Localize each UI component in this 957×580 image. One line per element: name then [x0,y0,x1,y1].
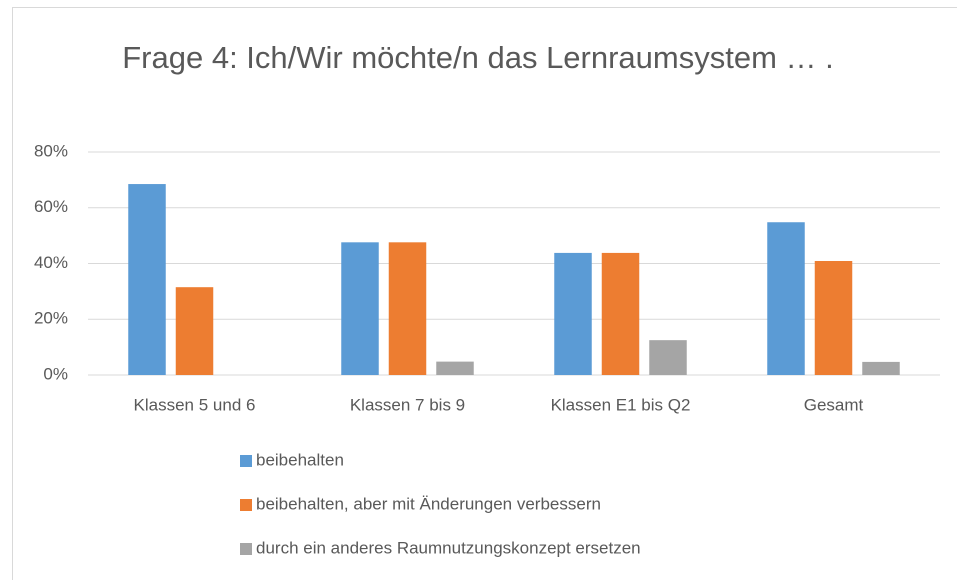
y-tick-label: 0% [43,364,68,383]
legend-label: durch ein anderes Raumnutzungskonzept er… [256,538,641,557]
legend-swatch [240,455,252,467]
bar [554,252,592,375]
legend-label: beibehalten, aber mit Änderungen verbess… [256,494,601,513]
bar [128,184,166,375]
legend-swatch [240,543,252,555]
y-tick-label: 60% [34,197,68,216]
bar [175,287,214,375]
y-tick-label: 40% [34,253,68,272]
x-tick-label: Klassen 5 und 6 [134,395,256,414]
chart-border [12,7,957,580]
bar [767,222,805,375]
bar [601,252,640,375]
x-tick-label: Klassen E1 bis Q2 [551,395,691,414]
bar [388,242,427,375]
legend-swatch [240,499,252,511]
bar [649,340,687,375]
x-tick-label: Gesamt [804,395,864,414]
bar [436,361,474,375]
x-tick-label: Klassen 7 bis 9 [350,395,465,414]
legend-label: beibehalten [256,450,344,469]
bar [862,361,900,375]
y-tick-label: 80% [34,141,68,160]
bar [814,260,853,375]
chart-title: Frage 4: Ich/Wir möchte/n das Lernraumsy… [122,40,834,75]
bar [341,242,379,375]
y-tick-label: 20% [34,309,68,328]
